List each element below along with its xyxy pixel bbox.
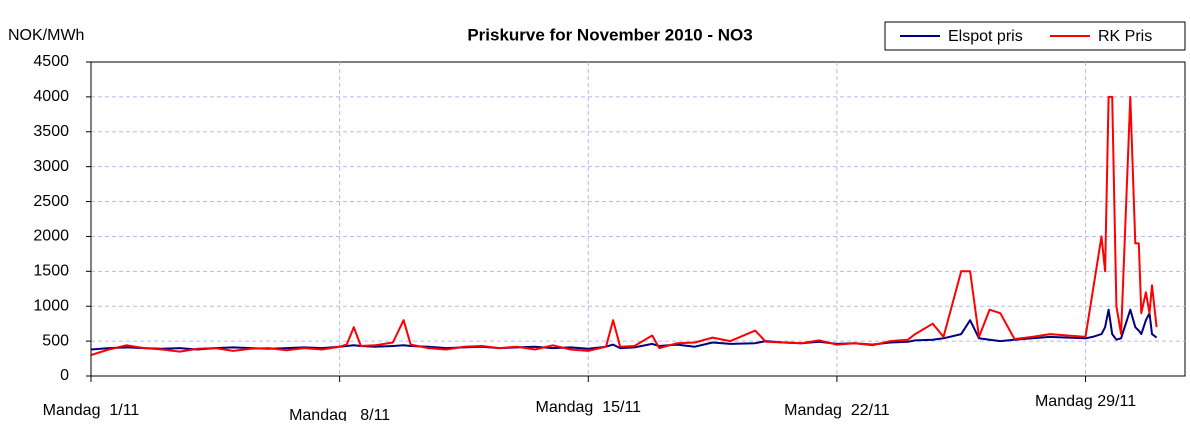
x-tick-label: Mandag 22/11 <box>784 402 890 419</box>
x-tick-label: Mandag 15/11 <box>535 399 641 416</box>
legend-label: RK Pris <box>1098 28 1152 45</box>
series-line <box>90 308 1158 351</box>
series-line <box>90 95 1158 357</box>
y-tick-label: 500 <box>42 332 69 349</box>
x-tick-label: Mandag 1/11 <box>43 402 140 419</box>
y-tick-label: 1000 <box>33 297 69 314</box>
legend-label: Elspot pris <box>948 28 1023 45</box>
y-tick-label: 3500 <box>33 123 69 140</box>
x-tick-label: Mandag 29/11 <box>1035 393 1136 410</box>
y-tick-label: 3000 <box>33 158 69 175</box>
y-tick-label: 4500 <box>33 53 69 70</box>
x-tick-label: Mandag 8/11 <box>289 407 390 421</box>
y-tick-label: 2500 <box>33 193 69 210</box>
y-tick-label: 4000 <box>33 88 69 105</box>
chart-title: Priskurve for November 2010 - NO3 <box>467 25 752 44</box>
y-tick-label: 2000 <box>33 228 69 245</box>
y-tick-label: 0 <box>60 367 69 384</box>
y-tick-label: 1500 <box>33 263 69 280</box>
plot-area <box>90 61 1186 377</box>
y-axis-label: NOK/MWh <box>8 27 84 44</box>
